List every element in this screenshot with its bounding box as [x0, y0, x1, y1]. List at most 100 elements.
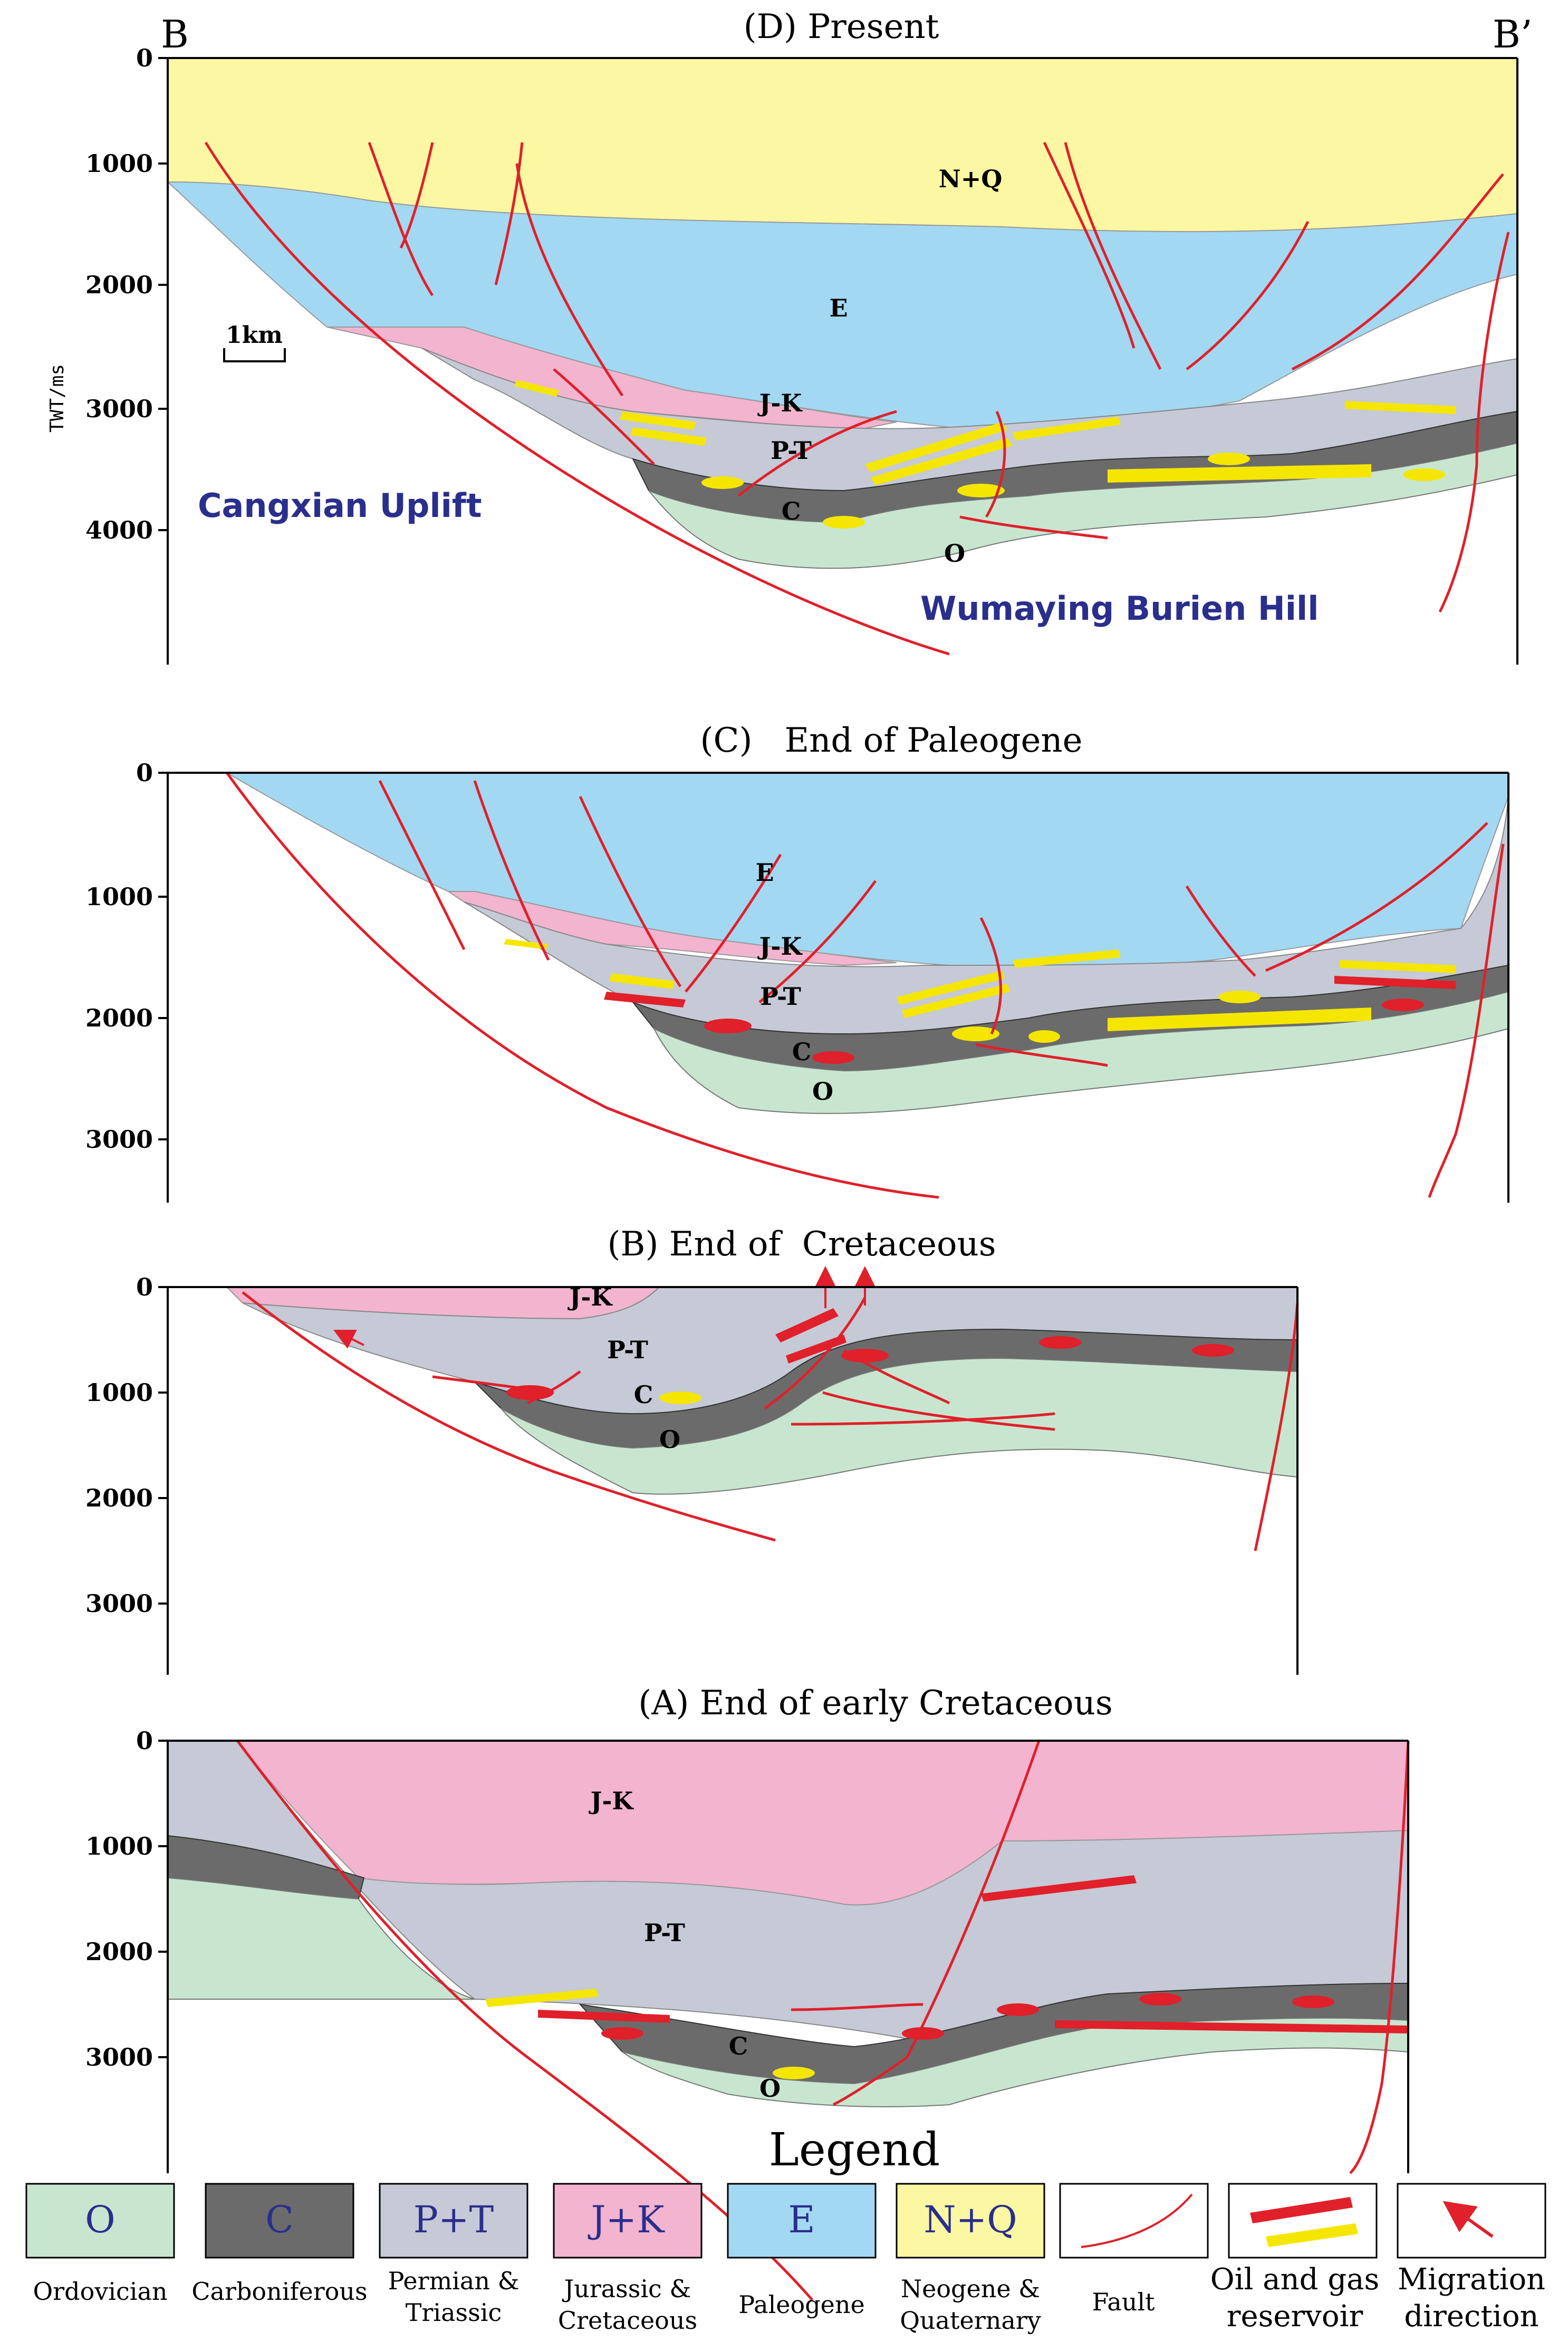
layer-label-jk: J-K: [757, 389, 803, 417]
layer-label-pt: P-T: [771, 436, 812, 465]
layer-ordovician: [167, 1877, 475, 2000]
legend-item-neogene-quaternary: N+Q Neogene & Quaternary: [896, 2183, 1045, 2335]
panel-title: (B) End of Cretaceous: [607, 1225, 996, 1264]
layer-label-jk: J-K: [589, 1787, 634, 1815]
svg-text:Paleogene: Paleogene: [738, 2290, 864, 2319]
tick-label: 2000: [85, 1937, 153, 1966]
reservoirs-d: [514, 380, 1456, 529]
layer-label-o: O: [659, 1425, 680, 1454]
tick-label: 0: [136, 1273, 153, 1301]
scale-bar: 1km: [223, 322, 286, 362]
oil-reservoir-symbol: [1250, 2197, 1353, 2223]
legend-item-jurassic-cretaceous: J+K Jurassic & Cretaceous: [553, 2183, 703, 2335]
tick-label: 1000: [85, 882, 153, 911]
tick-label: 0: [136, 1726, 153, 1755]
place-name-hill: Wumaying Burien Hill: [920, 589, 1319, 628]
reservoirs-c: [504, 939, 1456, 1064]
svg-text:Neogene &: Neogene &: [901, 2275, 1040, 2303]
svg-text:E: E: [788, 2198, 815, 2241]
panel-title: (D) Present: [744, 7, 939, 46]
faults-d: [204, 141, 1510, 656]
svg-text:1km: 1km: [226, 322, 283, 349]
place-name-uplift: Cangxian Uplift: [198, 486, 482, 525]
gas-reservoir-symbol: [1266, 2223, 1358, 2247]
tick-label: 3000: [85, 2043, 153, 2071]
ticks-b: [158, 1286, 168, 1605]
legend-item-fault: Fault: [1059, 2183, 1209, 2316]
svg-text:Cretaceous: Cretaceous: [558, 2306, 697, 2335]
ticks-c: [158, 772, 168, 1140]
layer-label-e: E: [755, 858, 774, 887]
layer-label-pt: P-T: [644, 1918, 685, 1947]
tick-label: 3000: [85, 395, 153, 423]
frame-a: [167, 1740, 1409, 2173]
faults-b: [242, 1291, 1299, 1551]
svg-text:Carboniferous: Carboniferous: [191, 2277, 367, 2306]
layer-label-jk: J-K: [567, 1283, 613, 1311]
frame-c: [167, 772, 1509, 1203]
tick-label: 3000: [85, 1125, 153, 1154]
tick-label: 2000: [85, 1484, 153, 1512]
svg-text:Permian &: Permian &: [388, 2267, 519, 2295]
layer-label-pt: P-T: [760, 982, 801, 1011]
reservoirs-a: [485, 1875, 1408, 2079]
frame-b: [167, 1286, 1298, 1675]
svg-text:J+K: J+K: [588, 2198, 665, 2241]
tick-label: 4000: [85, 516, 153, 544]
tick-label: 1000: [85, 1832, 153, 1860]
layer-paleogene: [225, 772, 1509, 967]
layer-label-c: C: [729, 2032, 748, 2060]
layer-label-o: O: [812, 1077, 833, 1106]
svg-text:Quaternary: Quaternary: [900, 2306, 1041, 2335]
svg-text:N+Q: N+Q: [924, 2198, 1017, 2241]
layer-label-o: O: [759, 2074, 781, 2103]
migration-arrows-b: [333, 1266, 876, 1349]
panel-a: 0 1000 2000 3000 (A) End of early Cretac…: [85, 1684, 1410, 2301]
panel-d: 0 1000 2000 3000 4000 (D) Present B B’ T…: [46, 7, 1533, 665]
y-axis-label: TWT/ms: [46, 364, 68, 433]
svg-text:direction: direction: [1404, 2299, 1538, 2334]
layer-label-o: O: [944, 539, 965, 568]
svg-text:C: C: [265, 2198, 294, 2241]
endpoint-right: B’: [1493, 12, 1533, 56]
layer-label-pt: P-T: [607, 1336, 648, 1364]
layer-label-c: C: [782, 497, 801, 525]
svg-text:Migration: Migration: [1398, 2262, 1545, 2297]
svg-text:reservoir: reservoir: [1227, 2299, 1363, 2334]
tick-label: 2000: [85, 271, 153, 299]
layer-label-jk: J-K: [757, 932, 803, 961]
svg-text:Fault: Fault: [1092, 2288, 1155, 2316]
layer-label-c: C: [634, 1380, 653, 1409]
tick-label: 0: [136, 44, 153, 72]
svg-text:O: O: [85, 2198, 115, 2241]
panel-c: 0 1000 2000 3000 (C) End of Paleogene E …: [85, 721, 1509, 1203]
svg-text:Ordovician: Ordovician: [33, 2277, 167, 2306]
legend-item-permian-triassic: P+T Permian & Triassic: [379, 2183, 528, 2327]
tick-label: 1000: [85, 149, 153, 178]
legend-item-carboniferous: C Carboniferous: [191, 2183, 368, 2306]
tick-label: 2000: [85, 1004, 153, 1032]
tick-label: 0: [136, 759, 153, 787]
endpoint-left: B: [161, 12, 189, 56]
layer-label-nq: N+Q: [939, 165, 1003, 193]
legend-item-paleogene: E Paleogene: [727, 2183, 877, 2319]
legend-title: Legend: [769, 2124, 940, 2176]
ticks-d: [158, 57, 168, 531]
svg-text:Jurassic &: Jurassic &: [562, 2275, 691, 2303]
svg-text:Oil and gas: Oil and gas: [1210, 2262, 1380, 2297]
tick-label: 1000: [85, 1378, 153, 1407]
panel-b: 0 1000 2000 3000 (B) End of Cretaceous J…: [85, 1225, 1299, 1675]
tick-label: 3000: [85, 1589, 153, 1618]
layer-label-c: C: [792, 1038, 812, 1066]
legend-item-reservoir: Oil and gas reservoir: [1210, 2183, 1380, 2334]
fault-symbol: [1081, 2193, 1193, 2248]
ticks-a: [158, 1740, 168, 2058]
panel-title: (C) End of Paleogene: [700, 721, 1083, 760]
svg-text:Triassic: Triassic: [406, 2298, 502, 2327]
layer-label-e: E: [829, 294, 848, 322]
legend-item-migration: Migration direction: [1397, 2183, 1546, 2334]
layer-ordovician: [622, 2017, 1409, 2107]
migration-arrow-symbol: [1442, 2201, 1494, 2238]
legend-item-ordovician: O Ordovician: [25, 2183, 175, 2306]
